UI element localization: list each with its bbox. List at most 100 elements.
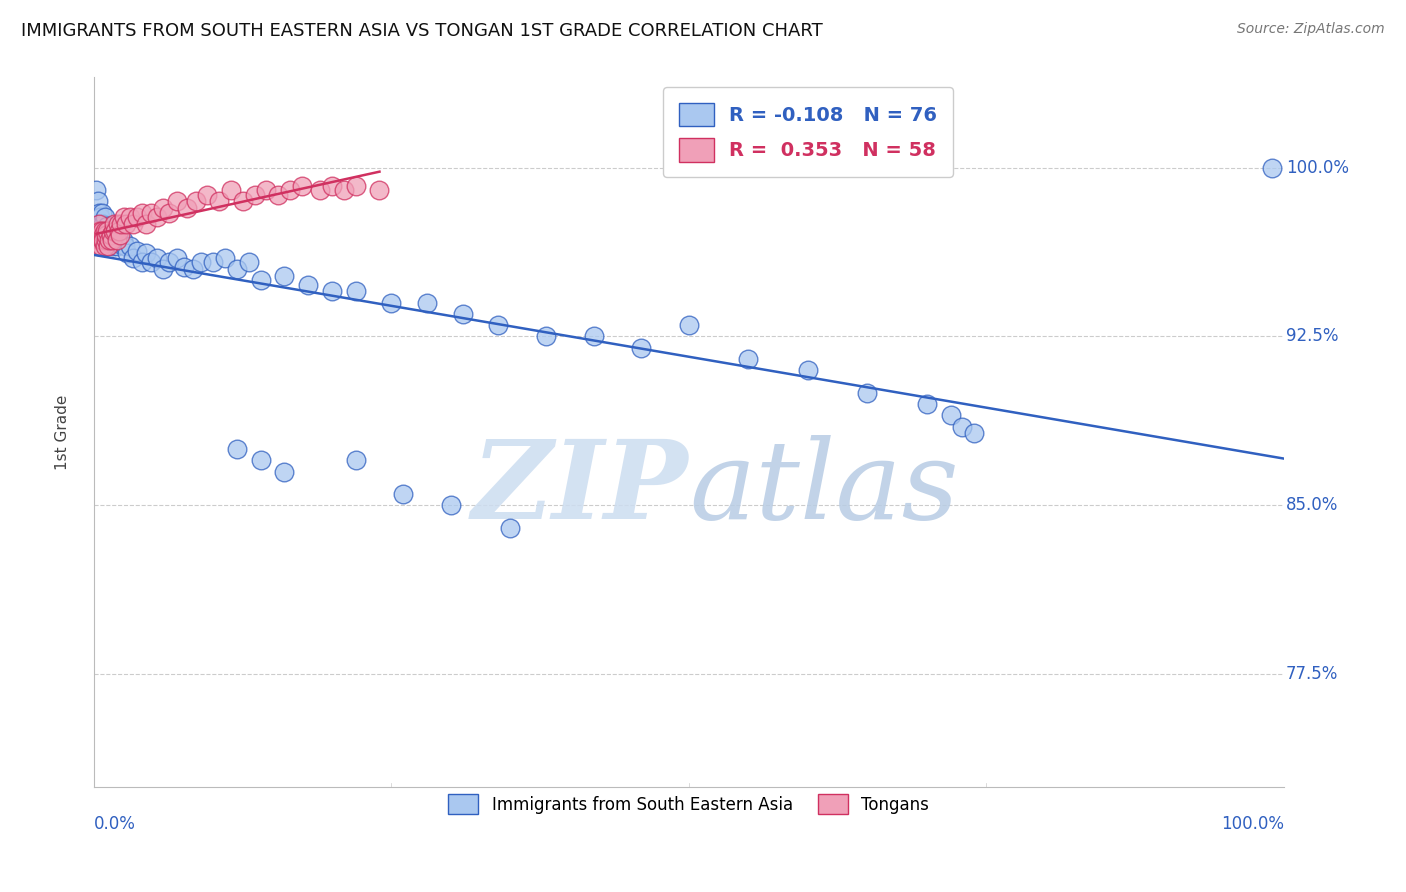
Point	[208, 194, 231, 209]
Point	[166, 194, 188, 209]
Point	[94, 239, 117, 253]
Point	[963, 426, 986, 441]
Point	[87, 239, 110, 253]
Point	[93, 224, 115, 238]
Point	[273, 465, 295, 479]
Point	[101, 224, 124, 238]
Point	[122, 251, 145, 265]
Point	[97, 228, 120, 243]
Point	[131, 255, 153, 269]
Point	[157, 255, 180, 269]
Point	[110, 217, 132, 231]
Point	[107, 228, 129, 243]
Point	[368, 183, 391, 197]
Point	[91, 233, 114, 247]
Point	[737, 351, 759, 366]
Point	[100, 228, 122, 243]
Point	[96, 219, 118, 233]
Point	[90, 228, 112, 243]
Point	[111, 233, 134, 247]
Point	[105, 233, 128, 247]
Point	[797, 363, 820, 377]
Text: ZIP: ZIP	[472, 435, 689, 542]
Point	[856, 385, 879, 400]
Point	[118, 239, 141, 253]
Point	[416, 295, 439, 310]
Text: 100.0%: 100.0%	[1220, 815, 1284, 833]
Point	[103, 233, 125, 247]
Point	[89, 224, 111, 238]
Point	[96, 233, 118, 247]
Point	[108, 228, 131, 243]
Point	[98, 233, 121, 247]
Point	[499, 521, 522, 535]
Point	[93, 239, 115, 253]
Point	[392, 487, 415, 501]
Point	[238, 255, 260, 269]
Point	[117, 246, 139, 260]
Point	[90, 239, 112, 253]
Point	[125, 244, 148, 258]
Text: 92.5%: 92.5%	[1286, 327, 1339, 345]
Point	[939, 409, 962, 423]
Point	[86, 194, 108, 209]
Point	[451, 307, 474, 321]
Legend: Immigrants from South Eastern Asia, Tongans: Immigrants from South Eastern Asia, Tong…	[441, 788, 936, 822]
Point	[103, 217, 125, 231]
Point	[104, 224, 127, 238]
Point	[86, 183, 108, 197]
Point	[333, 183, 356, 197]
Point	[118, 210, 141, 224]
Point	[98, 233, 121, 247]
Point	[97, 239, 120, 253]
Point	[273, 268, 295, 283]
Point	[173, 260, 195, 274]
Point	[249, 453, 271, 467]
Point	[1261, 161, 1284, 175]
Point	[89, 228, 111, 243]
Point	[176, 201, 198, 215]
Point	[93, 228, 115, 243]
Point	[440, 499, 463, 513]
Point	[219, 183, 242, 197]
Point	[321, 178, 343, 193]
Text: 1st Grade: 1st Grade	[55, 394, 70, 470]
Point	[232, 194, 254, 209]
Point	[225, 442, 247, 456]
Point	[87, 217, 110, 231]
Point	[89, 233, 111, 247]
Point	[488, 318, 510, 333]
Point	[91, 224, 114, 238]
Point	[90, 233, 112, 247]
Point	[94, 224, 117, 238]
Point	[135, 217, 157, 231]
Point	[195, 187, 218, 202]
Point	[267, 187, 290, 202]
Point	[380, 295, 402, 310]
Point	[125, 210, 148, 224]
Point	[249, 273, 271, 287]
Point	[344, 178, 367, 193]
Point	[105, 239, 128, 253]
Point	[93, 224, 115, 238]
Point	[225, 261, 247, 276]
Point	[90, 217, 112, 231]
Point	[139, 205, 162, 219]
Point	[915, 397, 938, 411]
Point	[94, 228, 117, 243]
Point	[146, 210, 169, 224]
Point	[309, 183, 332, 197]
Point	[93, 233, 115, 247]
Point	[190, 255, 212, 269]
Text: atlas: atlas	[689, 435, 959, 542]
Point	[93, 217, 115, 231]
Point	[181, 261, 204, 276]
Point	[344, 453, 367, 467]
Point	[114, 239, 136, 253]
Point	[321, 285, 343, 299]
Point	[91, 224, 114, 238]
Point	[86, 224, 108, 238]
Point	[952, 419, 974, 434]
Point	[101, 239, 124, 253]
Text: IMMIGRANTS FROM SOUTH EASTERN ASIA VS TONGAN 1ST GRADE CORRELATION CHART: IMMIGRANTS FROM SOUTH EASTERN ASIA VS TO…	[21, 22, 823, 40]
